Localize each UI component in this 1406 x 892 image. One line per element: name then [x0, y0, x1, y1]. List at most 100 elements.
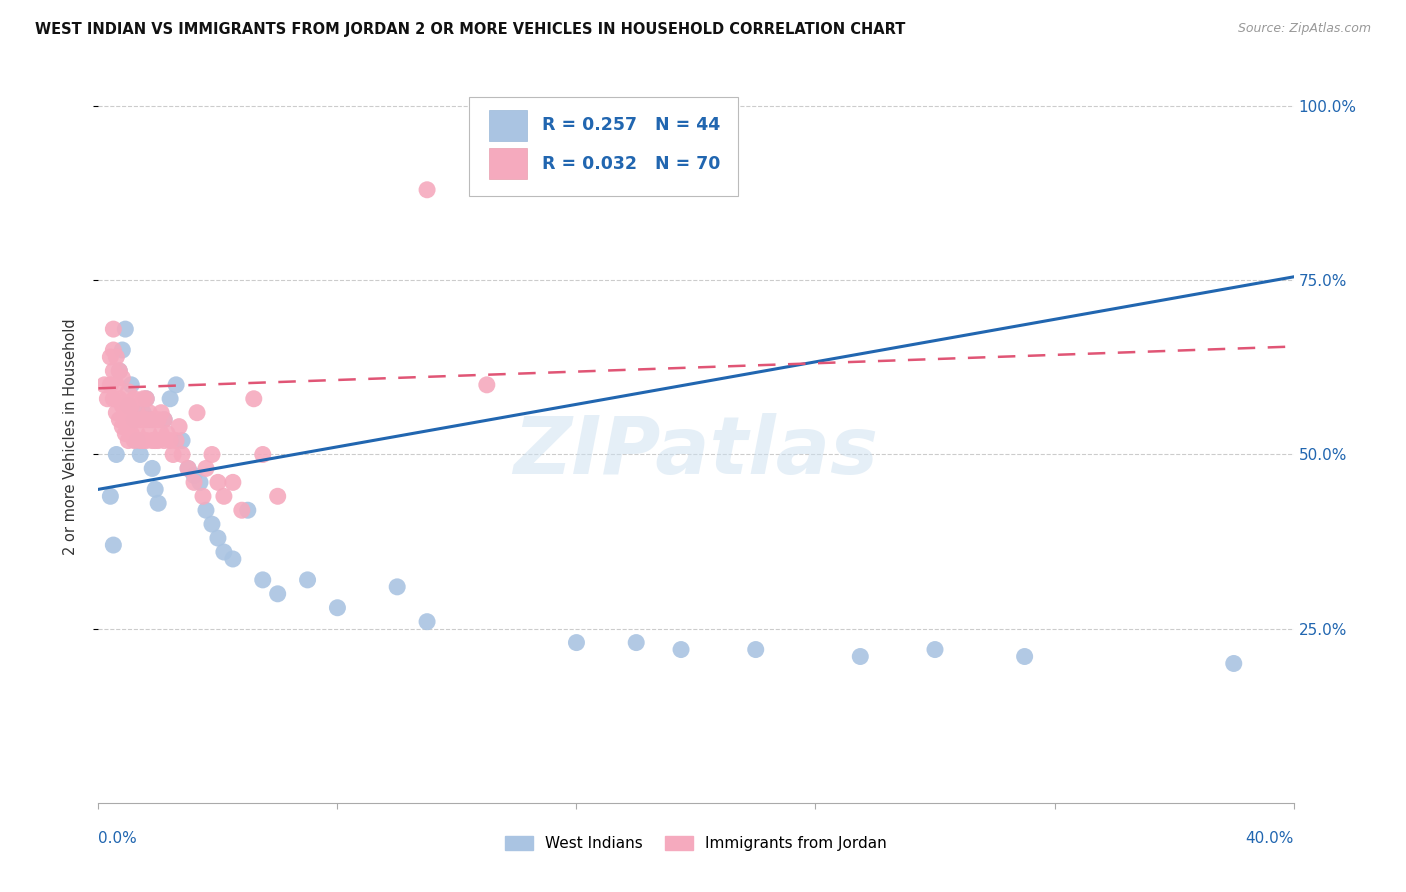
Text: Source: ZipAtlas.com: Source: ZipAtlas.com — [1237, 22, 1371, 36]
Point — [297, 573, 319, 587]
Point — [132, 434, 155, 448]
Point — [114, 406, 136, 420]
Point — [188, 475, 211, 490]
Point — [105, 350, 128, 364]
Point — [212, 545, 235, 559]
Point — [117, 384, 139, 399]
FancyBboxPatch shape — [489, 110, 527, 141]
Point — [172, 434, 194, 448]
Point — [565, 635, 588, 649]
Point — [124, 434, 146, 448]
Point — [222, 475, 245, 490]
Point — [243, 392, 266, 406]
FancyBboxPatch shape — [470, 97, 738, 195]
Text: ZIPatlas: ZIPatlas — [513, 413, 879, 491]
Point — [231, 503, 253, 517]
Point — [103, 392, 125, 406]
Point — [124, 392, 146, 406]
Point — [96, 392, 118, 406]
Point — [141, 412, 163, 426]
Point — [183, 468, 205, 483]
Point — [177, 461, 200, 475]
Point — [222, 552, 245, 566]
Point — [105, 448, 128, 462]
Point — [148, 496, 170, 510]
Point — [236, 503, 259, 517]
Point — [120, 377, 142, 392]
Point — [207, 475, 229, 490]
Point — [132, 412, 155, 426]
Point — [98, 350, 122, 364]
Text: 0.0%: 0.0% — [98, 831, 138, 846]
Point — [103, 343, 125, 357]
Point — [165, 434, 187, 448]
Point — [117, 412, 139, 426]
FancyBboxPatch shape — [489, 148, 527, 179]
Point — [135, 434, 157, 448]
Point — [416, 183, 439, 197]
Point — [195, 461, 218, 475]
Text: 40.0%: 40.0% — [1246, 831, 1294, 846]
Point — [127, 406, 149, 420]
Point — [385, 580, 409, 594]
Point — [108, 412, 131, 426]
Point — [98, 489, 122, 503]
Point — [111, 399, 134, 413]
Point — [124, 412, 146, 426]
Point — [475, 377, 498, 392]
Point — [143, 483, 166, 497]
Point — [191, 489, 214, 503]
Point — [143, 434, 166, 448]
Point — [141, 434, 163, 448]
Point — [141, 461, 163, 475]
Point — [105, 406, 128, 420]
Point — [195, 503, 218, 517]
Point — [129, 412, 152, 426]
Text: WEST INDIAN VS IMMIGRANTS FROM JORDAN 2 OR MORE VEHICLES IN HOUSEHOLD CORRELATIO: WEST INDIAN VS IMMIGRANTS FROM JORDAN 2 … — [35, 22, 905, 37]
Point — [207, 531, 229, 545]
Point — [148, 412, 170, 426]
Point — [156, 426, 179, 441]
Point — [150, 426, 173, 441]
Point — [177, 461, 200, 475]
Point — [267, 587, 290, 601]
Point — [326, 600, 349, 615]
Point — [252, 448, 274, 462]
Point — [120, 426, 142, 441]
Point — [129, 448, 152, 462]
Point — [849, 649, 872, 664]
Point — [267, 489, 290, 503]
Point — [1223, 657, 1246, 671]
Point — [167, 419, 190, 434]
Text: R = 0.257   N = 44: R = 0.257 N = 44 — [541, 117, 720, 135]
Point — [148, 434, 170, 448]
Point — [108, 392, 131, 406]
Point — [745, 642, 768, 657]
Legend: West Indians, Immigrants from Jordan: West Indians, Immigrants from Jordan — [499, 830, 893, 857]
Point — [153, 434, 176, 448]
Point — [150, 406, 173, 420]
Point — [111, 371, 134, 385]
Point — [162, 448, 184, 462]
Point — [165, 377, 187, 392]
Point — [135, 392, 157, 406]
Point — [117, 399, 139, 413]
Point — [111, 419, 134, 434]
Point — [132, 406, 155, 420]
Point — [98, 377, 122, 392]
Point — [127, 426, 149, 441]
Point — [132, 392, 155, 406]
Text: R = 0.032   N = 70: R = 0.032 N = 70 — [541, 154, 720, 172]
Point — [105, 377, 128, 392]
Point — [127, 434, 149, 448]
Point — [626, 635, 648, 649]
Point — [153, 412, 176, 426]
Point — [252, 573, 274, 587]
Point — [108, 364, 131, 378]
Point — [103, 364, 125, 378]
Point — [924, 642, 946, 657]
Point — [143, 412, 166, 426]
Y-axis label: 2 or more Vehicles in Household: 2 or more Vehicles in Household — [63, 318, 77, 556]
Point — [201, 517, 224, 532]
Point — [135, 412, 157, 426]
